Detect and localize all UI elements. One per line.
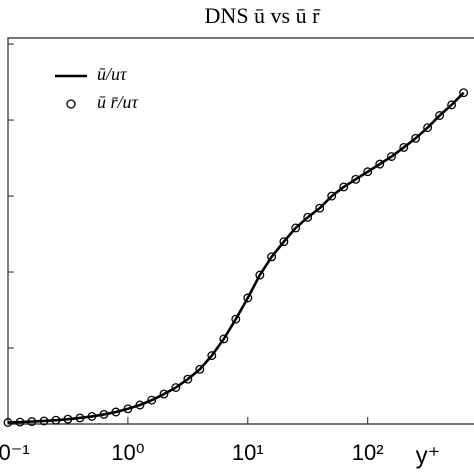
marker	[219, 334, 229, 344]
marker	[267, 252, 277, 262]
marker	[231, 314, 241, 324]
marker	[459, 88, 469, 98]
marker	[39, 416, 49, 426]
marker	[363, 167, 373, 177]
marker	[135, 400, 145, 410]
x-tick-label: 10²	[352, 440, 384, 465]
legend-label: ū r̄/uτ	[97, 92, 139, 112]
marker	[207, 351, 217, 361]
legend-marker	[66, 99, 76, 109]
legend-label: ū/uτ	[97, 64, 127, 84]
marker	[195, 364, 205, 374]
marker	[387, 152, 396, 161]
marker	[183, 374, 193, 384]
marker	[291, 223, 301, 233]
marker	[111, 407, 121, 417]
marker	[63, 414, 73, 424]
marker	[327, 191, 337, 201]
marker	[75, 413, 85, 423]
x-axis-label: y⁺	[416, 442, 441, 469]
x-tick-label: 10¹	[232, 440, 264, 465]
marker	[423, 123, 433, 133]
x-tick-label: 10⁻¹	[0, 440, 30, 465]
marker	[411, 133, 421, 143]
marker	[243, 293, 253, 303]
marker	[27, 417, 37, 427]
marker	[315, 203, 325, 213]
marker	[87, 411, 97, 421]
x-tick-label: 10⁰	[111, 440, 144, 465]
marker	[255, 270, 265, 280]
marker	[15, 417, 25, 427]
marker	[147, 395, 157, 405]
line	[7, 91, 465, 424]
marker	[159, 389, 169, 399]
marker	[279, 237, 289, 247]
marker	[99, 409, 109, 419]
marker	[447, 100, 457, 110]
marker	[123, 404, 133, 414]
marker	[339, 182, 349, 192]
marker	[303, 212, 313, 222]
axes-frame	[7, 37, 474, 425]
marker	[399, 142, 409, 152]
marker	[51, 415, 61, 425]
marker	[171, 383, 181, 392]
marker	[375, 159, 385, 169]
marker	[435, 111, 445, 120]
marker	[351, 174, 361, 184]
chart-title: DNS ū vs ū r̄	[205, 3, 321, 28]
marker	[3, 418, 13, 427]
